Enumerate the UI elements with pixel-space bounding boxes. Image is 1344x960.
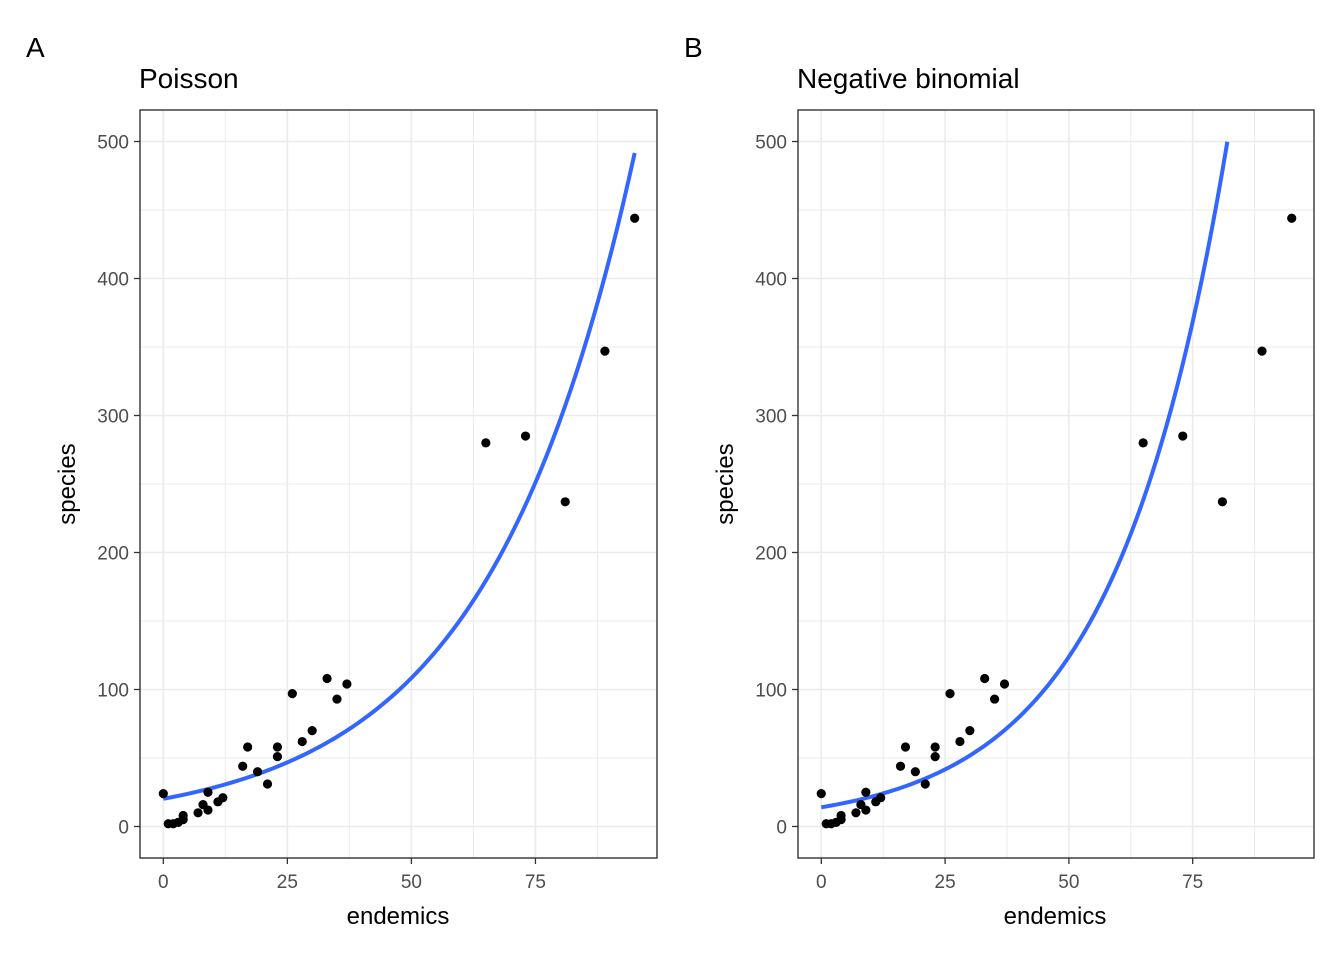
data-point — [481, 438, 491, 448]
data-point — [178, 810, 188, 821]
y-tick-label: 100 — [97, 680, 129, 701]
y-tick-label: 300 — [755, 407, 787, 428]
data-point — [876, 793, 886, 803]
data-point — [243, 742, 253, 752]
data-point — [895, 761, 906, 771]
panel-a: A Poisson 0 25 50 75 0 100 200 300 400 500 endemi… — [26, 32, 658, 930]
fit-curve — [162, 152, 637, 801]
y-tick-label: 500 — [97, 133, 129, 154]
data-point — [252, 767, 263, 777]
data-point — [1287, 213, 1297, 223]
y-tick-label: 300 — [97, 407, 129, 428]
data-point — [920, 779, 930, 789]
x-axis-label: endemics — [347, 903, 450, 930]
data-point — [238, 761, 248, 771]
data-point — [980, 673, 990, 684]
panel-b: B Negative binomial 0 25 50 75 0 100 200 300 400… — [684, 32, 1315, 930]
data-point — [1257, 346, 1267, 356]
panel-title: Negative binomial — [797, 63, 1020, 94]
x-tick-label: 25 — [935, 872, 956, 893]
data-point — [193, 808, 203, 818]
x-tick-label: 75 — [1182, 872, 1203, 893]
y-tick-label: 400 — [755, 270, 787, 291]
y-tick-label: 200 — [755, 543, 787, 564]
panel-tag: A — [26, 32, 45, 63]
data-point — [1217, 497, 1227, 507]
x-tick-label: 75 — [525, 872, 546, 893]
data-point — [930, 752, 940, 762]
data-point — [203, 787, 213, 797]
data-point — [262, 779, 273, 789]
data-point — [332, 694, 342, 704]
data-point — [1178, 431, 1188, 441]
data-point — [900, 742, 911, 752]
data-point — [203, 805, 213, 815]
data-point — [930, 742, 940, 752]
x-tick-label: 50 — [401, 872, 422, 893]
data-point — [630, 213, 640, 223]
data-point — [218, 793, 228, 803]
data-point — [861, 805, 871, 815]
plot-area: 0 25 50 75 0 100 200 300 400 500 — [97, 109, 658, 893]
plot-area: 0 25 50 75 0 100 200 300 400 500 — [755, 109, 1315, 893]
data-point — [272, 752, 283, 762]
y-tick-label: 400 — [97, 270, 129, 291]
panel-tag: B — [684, 32, 703, 63]
panel-border — [139, 109, 658, 859]
data-point — [322, 673, 332, 684]
y-tick-label: 0 — [118, 817, 129, 838]
y-tick-label: 200 — [97, 543, 129, 564]
data-point — [999, 679, 1010, 689]
x-tick-label: 0 — [158, 872, 169, 893]
panel-title: Poisson — [139, 63, 239, 94]
data-point — [989, 694, 1000, 704]
fit-curve — [820, 141, 1230, 810]
data-point — [861, 787, 871, 797]
y-tick-label: 100 — [755, 680, 787, 701]
data-point — [851, 808, 861, 818]
y-axis-label: species — [712, 443, 739, 524]
data-point — [836, 810, 846, 821]
x-tick-label: 0 — [816, 872, 827, 893]
data-point — [272, 742, 283, 752]
data-point — [297, 736, 307, 747]
data-point — [158, 789, 168, 799]
data-point — [945, 689, 955, 699]
data-point — [287, 689, 297, 699]
data-point — [910, 767, 920, 777]
data-point — [342, 679, 352, 689]
data-point — [600, 346, 610, 356]
x-axis-label: endemics — [1004, 903, 1107, 930]
data-point — [520, 431, 531, 441]
data-point — [1138, 438, 1148, 448]
data-point — [816, 789, 826, 799]
x-tick-label: 25 — [277, 872, 298, 893]
data-point — [965, 725, 975, 736]
panel-border — [797, 109, 1315, 859]
y-axis-label: species — [54, 443, 81, 524]
y-tick-label: 500 — [755, 133, 787, 154]
data-point — [955, 736, 965, 747]
y-tick-label: 0 — [776, 817, 787, 838]
x-tick-label: 50 — [1058, 872, 1079, 893]
data-point — [307, 725, 317, 736]
data-point — [560, 497, 570, 507]
